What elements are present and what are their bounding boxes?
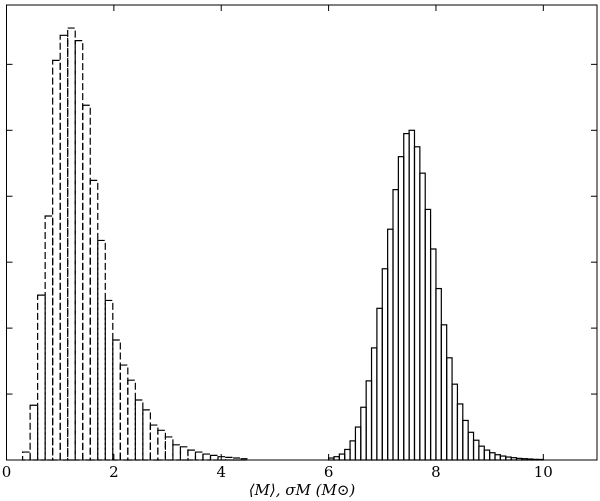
histogram-bar: [344, 448, 351, 461]
x-tick-label: 2: [109, 463, 119, 481]
histogram-bar: [381, 268, 389, 461]
histogram-bar: [74, 40, 84, 461]
histogram-bar: [134, 399, 144, 461]
histogram-bar: [365, 380, 373, 461]
histogram-bar: [467, 431, 475, 461]
histogram-bar: [392, 189, 399, 461]
histogram-bar: [209, 454, 219, 461]
histogram-bar: [194, 451, 204, 461]
histogram-bar: [52, 59, 61, 461]
histogram-bar: [413, 146, 421, 461]
histogram-bar: [338, 453, 346, 461]
histogram-bar: [478, 445, 485, 461]
histogram-bar: [29, 404, 39, 461]
histogram-bar: [494, 454, 501, 461]
histogram-bar: [44, 215, 54, 461]
histogram-bar: [142, 409, 151, 461]
histogram-bar: [446, 357, 453, 461]
histogram-bar: [489, 452, 496, 461]
histogram-bar: [119, 364, 129, 461]
histogram-bar: [149, 424, 159, 461]
x-axis-label: ⟨M⟩, σM (M⊙): [249, 481, 356, 499]
histogram-bar: [370, 347, 378, 461]
histogram-bar: [89, 179, 99, 461]
histogram-bar: [97, 239, 106, 461]
histogram-bar: [202, 453, 212, 461]
x-tick-label: 10: [534, 463, 553, 481]
histogram-bar: [164, 436, 174, 461]
histogram-bar: [435, 287, 442, 461]
histogram-bar: [127, 379, 136, 461]
histogram-bar: [451, 383, 459, 461]
plot-frame: [6, 4, 598, 461]
histogram-bar: [403, 132, 410, 461]
histogram-bar: [440, 324, 448, 461]
histogram-bar: [419, 172, 426, 461]
histogram-bar: [456, 403, 464, 461]
histogram-bar: [59, 34, 69, 461]
histogram-bar: [387, 228, 394, 461]
x-tick-label: 8: [431, 463, 441, 481]
histogram-bar: [499, 455, 507, 461]
histogram-bar: [67, 27, 76, 461]
histogram-bar: [360, 406, 367, 461]
histogram-bar: [483, 449, 491, 461]
histogram-bar: [37, 294, 46, 461]
histogram-bar: [187, 449, 197, 461]
histogram-bar: [82, 104, 91, 461]
x-tick-label: 4: [216, 463, 226, 481]
histogram-bar: [397, 156, 405, 461]
histogram-bar: [408, 129, 416, 461]
histogram-bar: [112, 339, 121, 461]
histogram-bar: [349, 440, 357, 461]
histogram-bar: [172, 444, 182, 461]
histogram-bar: [462, 419, 469, 461]
histogram-bar: [429, 248, 437, 461]
histogram-bar: [104, 299, 114, 461]
x-tick-label: 6: [324, 463, 334, 481]
histogram-bar: [179, 446, 189, 461]
x-tick-label: 0: [2, 463, 12, 481]
histogram-bar: [472, 439, 480, 461]
histogram-bar: [354, 426, 362, 461]
histogram-bar: [22, 451, 31, 461]
histogram-bar: [376, 307, 383, 461]
histogram-bar: [424, 208, 432, 461]
histogram-bar: [157, 429, 166, 461]
